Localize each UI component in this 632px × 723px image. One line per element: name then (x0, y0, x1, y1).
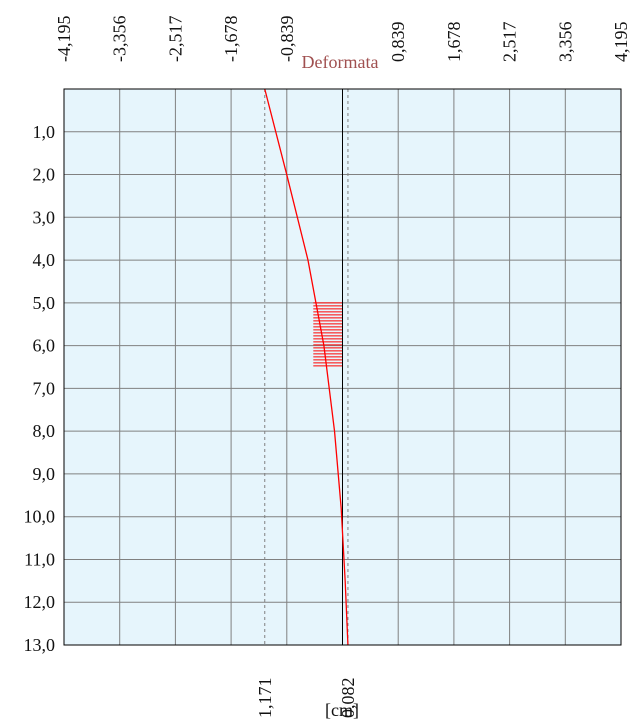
y-tick-label: 12,0 (24, 592, 56, 612)
series-line (264, 88, 349, 646)
x-tick-label: 4,195 (611, 22, 631, 63)
x-tick-labels: -4,195 -3,356 -2,517 -1,678 -0,839 0,839 1,678… (54, 16, 631, 63)
y-tick-label: 1,0 (33, 122, 56, 142)
y-tick-label: 11,0 (24, 549, 55, 569)
x-tick-label: 2,517 (500, 22, 520, 63)
reference-label: 0,082 (338, 678, 358, 719)
x-tick-label: -0,839 (277, 16, 297, 63)
x-tick-label: 0,839 (388, 22, 408, 63)
y-tick-label: 10,0 (24, 507, 56, 527)
y-tick-labels: 1,0 2,0 3,0 4,0 5,0 6,0 7,0 8,0 9,0 10,0 11,0 12,0 1… (24, 122, 56, 655)
y-tick-label: 8,0 (33, 421, 56, 441)
plot-frame (63, 88, 622, 646)
y-tick-label: 2,0 (33, 165, 56, 185)
y-tick-label: 13,0 (24, 635, 56, 655)
unit-label: [cm] (325, 700, 359, 720)
x-tick-label: 1,678 (444, 22, 464, 63)
x-tick-label: -1,678 (221, 16, 241, 63)
reference-lines (264, 89, 349, 645)
x-tick-label: -3,356 (110, 16, 130, 63)
y-tick-label: 5,0 (33, 293, 56, 313)
chart-title: Deformata (302, 52, 379, 72)
y-tick-label: 4,0 (33, 250, 56, 270)
reference-label: 1,171 (255, 678, 275, 719)
y-tick-label: 7,0 (33, 378, 56, 398)
y-tick-label: 3,0 (33, 207, 56, 227)
y-tick-label: 9,0 (33, 464, 56, 484)
hatch-band (313, 302, 343, 367)
x-tick-label: -4,195 (54, 16, 74, 63)
reference-labels: 1,171 0,082 (255, 678, 358, 719)
x-tick-label: -2,517 (165, 16, 185, 63)
x-tick-label: 3,356 (555, 22, 575, 63)
y-tick-label: 6,0 (33, 336, 56, 356)
